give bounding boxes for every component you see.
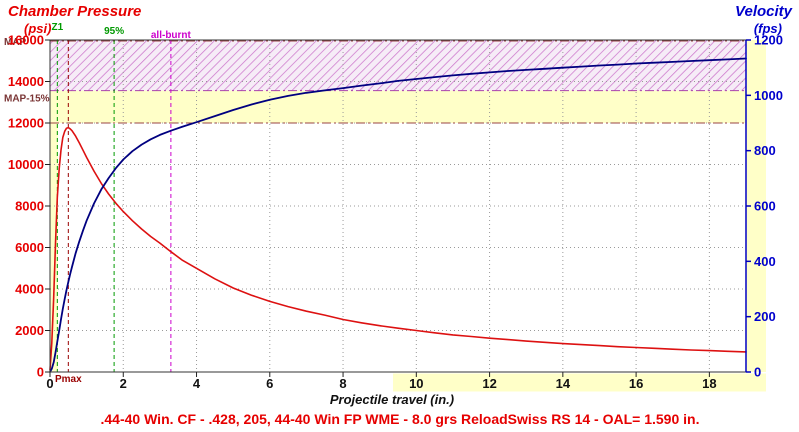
x-tick-label: 10 — [409, 376, 423, 391]
marker-label-Z1: Z1 — [51, 22, 63, 33]
chamber-pressure-curve — [49, 126, 747, 371]
x-tick-label: 14 — [556, 376, 571, 391]
x-tick-label: 2 — [120, 376, 127, 391]
marker-label-95%: 95% — [104, 26, 124, 37]
x-tick-label: 12 — [482, 376, 496, 391]
pressure-tick-label: 6000 — [15, 240, 44, 255]
x-tick-label: 16 — [629, 376, 643, 391]
load-description-caption: .44-40 Win. CF - .428, 205, 44-40 Win FP… — [101, 411, 700, 427]
event-markers-layer: Z1 Pmax 95% all-burnt — [51, 22, 191, 385]
x-tick-label: 18 — [702, 376, 716, 391]
pressure-tick-label: 16000 — [8, 33, 44, 48]
velocity-tick-label: 400 — [754, 254, 776, 269]
velocity-tick-label: 0 — [754, 365, 761, 380]
pressure-tick-label: 12000 — [8, 116, 44, 131]
velocity-tick-label: 800 — [754, 143, 776, 158]
x-tick-label: 0 — [46, 376, 53, 391]
zone-overpressure-hatched — [50, 40, 746, 91]
velocity-tick-label: 1000 — [754, 88, 783, 103]
zone-map-warning-band — [50, 90, 746, 123]
curves-layer — [49, 57, 747, 373]
x-tick-label: 6 — [266, 376, 273, 391]
velocity-curve — [49, 57, 747, 373]
x-axis-title: Projectile travel (in.) — [330, 392, 454, 407]
velocity-axis-title: Velocity — [735, 3, 793, 20]
pressure-tick-label: 0 — [37, 365, 44, 380]
bottom-margin-band — [393, 373, 766, 392]
x-tick-label: 4 — [193, 376, 201, 391]
x-tick-label: 8 — [339, 376, 346, 391]
pressure-tick-label: 8000 — [15, 199, 44, 214]
right-margin-band — [747, 40, 766, 372]
pressure-tick-label: 2000 — [15, 323, 44, 338]
axes-layer: 0200040006000800010000120001400016000020… — [8, 33, 783, 392]
pressure-tick-label: 4000 — [15, 282, 44, 297]
velocity-axis-unit: (fps) — [754, 21, 782, 36]
map-lines-layer: MAP MAP-15% — [4, 37, 746, 124]
pressure-axis-title: Chamber Pressure — [8, 3, 141, 20]
map-label: MAP — [4, 37, 27, 48]
velocity-tick-label: 200 — [754, 309, 776, 324]
pressure-axis-unit: (psi) — [24, 21, 51, 36]
marker-label-Pmax: Pmax — [55, 374, 82, 385]
pressure-tick-label: 10000 — [8, 157, 44, 172]
map-label: MAP-15% — [4, 94, 50, 105]
pressure-zones-layer — [50, 40, 746, 123]
pressure-tick-label: 14000 — [8, 74, 44, 89]
velocity-tick-label: 1200 — [754, 33, 783, 48]
velocity-tick-label: 600 — [754, 199, 776, 214]
marker-label-all-burnt: all-burnt — [151, 30, 192, 41]
